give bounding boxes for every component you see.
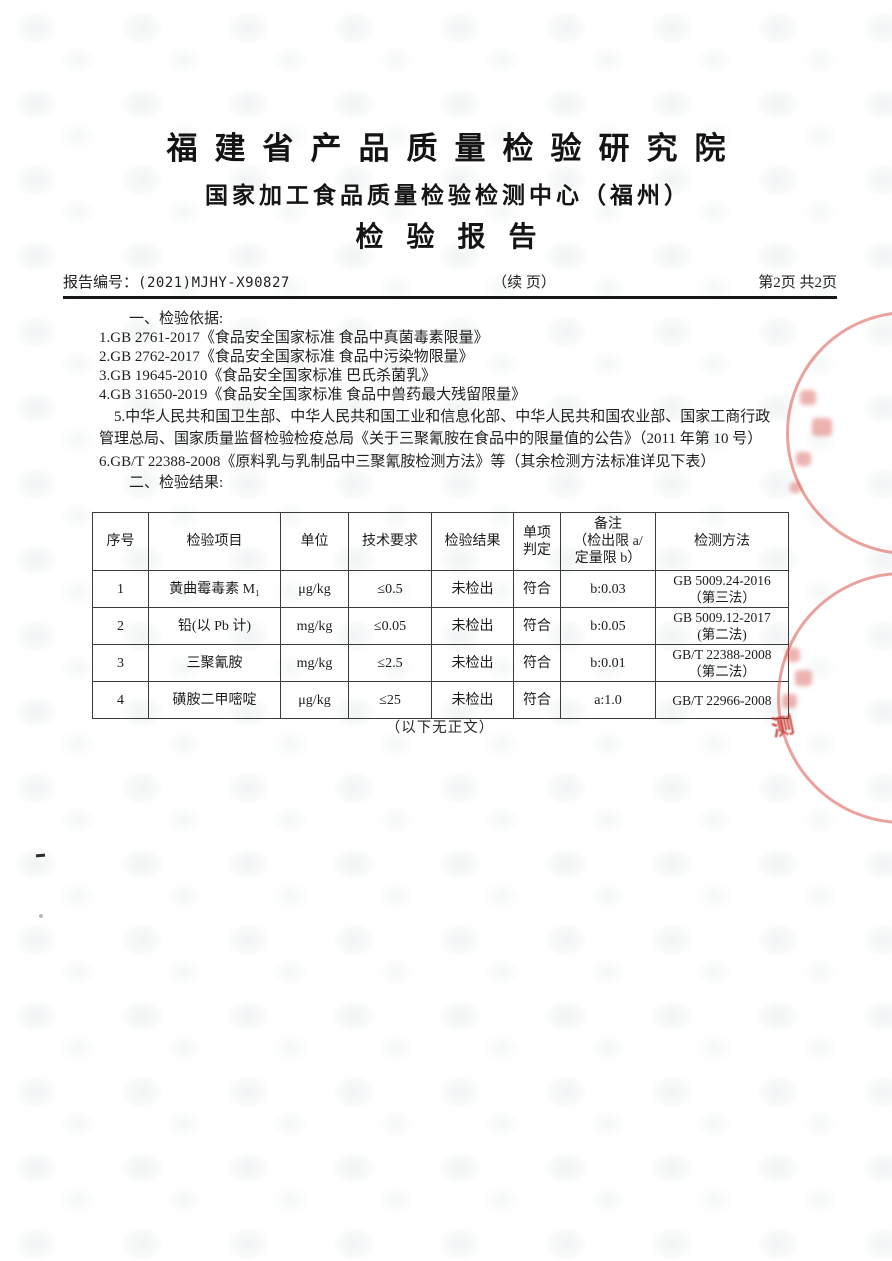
basis-item: 4.GB 31650-2019《食品安全国家标准 食品中兽药最大残留限量》 (99, 387, 527, 403)
cell-item: 黄曲霉毒素 M₁ (148, 570, 281, 608)
col-header-unit: 单位 (280, 512, 349, 571)
report-number: 报告编号：(2021)MJHY-X90827 (63, 273, 290, 293)
cell-judgement: 符合 (513, 681, 561, 719)
basis-item: 1.GB 2761-2017《食品安全国家标准 食品中真菌毒素限量》 (99, 330, 489, 346)
col-header-judgement: 单项 判定 (513, 512, 561, 571)
inspection-basis-section: 一、检验依据: 1.GB 2761-2017《食品安全国家标准 食品中真菌毒素限… (99, 310, 783, 493)
cell-unit: μg/kg (280, 570, 349, 608)
col-header-item: 检验项目 (148, 512, 281, 571)
cell-unit: μg/kg (280, 681, 349, 719)
seal-text-smudge (796, 452, 811, 466)
header-divider-rule (63, 296, 837, 299)
cell-seq: 1 (92, 570, 149, 608)
col-header-result: 检验结果 (431, 512, 514, 571)
cell-result: 未检出 (431, 607, 514, 645)
stray-mark (35, 853, 46, 858)
seal-text-smudge (790, 482, 801, 493)
col-header-method: 检测方法 (655, 512, 789, 571)
official-seal-bottom-icon (777, 572, 892, 824)
table-row: 4 磺胺二甲嘧啶 μg/kg ≤25 未检出 符合 a:1.0 GB/T 229… (92, 681, 789, 719)
cell-item: 三聚氰胺 (148, 644, 281, 682)
cell-judgement: 符合 (513, 570, 561, 608)
report-number-label: 报告编号： (63, 275, 139, 291)
cell-unit: mg/kg (280, 644, 349, 682)
report-number-value: (2021)MJHY-X90827 (138, 275, 290, 291)
page-indicator: 第2页 共2页 (758, 275, 837, 291)
basis-item: 6.GB/T 22388-2008《原料乳与乳制品中三聚氰胺检测方法》等（其余检… (99, 454, 716, 470)
cell-method: GB 5009.24-2016 （第三法） (655, 570, 789, 608)
cell-requirement: ≤25 (348, 681, 432, 719)
seal-text-smudge (800, 390, 816, 405)
cell-method: GB 5009.12-2017 (第二法) (655, 607, 789, 645)
center-subtitle: 国家加工食品质量检验检测中心（福州） (205, 183, 691, 208)
institute-title: 福建省产品质量检验研究院 (166, 131, 743, 166)
cell-remark: b:0.01 (560, 644, 656, 682)
table-header-row: 序号 检验项目 单位 技术要求 检验结果 单项 判定 备注 （检出限 a/ 定量… (92, 512, 789, 571)
cell-requirement: ≤0.5 (348, 570, 432, 608)
continued-page-note: （续 页） (492, 275, 556, 291)
basis-item: 2.GB 2762-2017《食品安全国家标准 食品中污染物限量》 (99, 349, 474, 365)
cell-result: 未检出 (431, 644, 514, 682)
col-header-remark: 备注 （检出限 a/ 定量限 b） (560, 512, 656, 571)
cell-result: 未检出 (431, 681, 514, 719)
report-title: 检验报告 (355, 222, 560, 253)
cell-requirement: ≤0.05 (348, 607, 432, 645)
official-seal-top-icon (786, 311, 892, 555)
cell-seq: 2 (92, 607, 149, 645)
cell-remark: b:0.03 (560, 570, 656, 608)
cell-remark: a:1.0 (560, 681, 656, 719)
basis-heading: 一、检验依据: (129, 311, 224, 327)
basis-item: 5.中华人民共和国卫生部、中华人民共和国工业和信息化部、中华人民共和国农业部、国… (99, 409, 771, 447)
cell-method: GB/T 22388-2008 （第二法） (655, 644, 789, 682)
cell-judgement: 符合 (513, 607, 561, 645)
cell-method: GB/T 22966-2008 (655, 681, 789, 719)
report-meta-row: 报告编号：(2021)MJHY-X90827 （续 页） 第2页 共2页 (63, 273, 837, 293)
cell-seq: 4 (92, 681, 149, 719)
stray-mark (39, 914, 43, 918)
col-header-requirement: 技术要求 (348, 512, 432, 571)
table-row: 2 铅(以 Pb 计) mg/kg ≤0.05 未检出 符合 b:0.05 GB… (92, 607, 789, 645)
table-row: 1 黄曲霉毒素 M₁ μg/kg ≤0.5 未检出 符合 b:0.03 GB 5… (92, 570, 789, 608)
col-header-seq: 序号 (92, 512, 149, 571)
cell-unit: mg/kg (280, 607, 349, 645)
table-row: 3 三聚氰胺 mg/kg ≤2.5 未检出 符合 b:0.01 GB/T 223… (92, 644, 789, 682)
cell-result: 未检出 (431, 570, 514, 608)
results-heading: 二、检验结果: (129, 475, 224, 491)
cell-requirement: ≤2.5 (348, 644, 432, 682)
seal-text-smudge (795, 670, 812, 686)
cell-remark: b:0.05 (560, 607, 656, 645)
cell-judgement: 符合 (513, 644, 561, 682)
results-table: 序号 检验项目 单位 技术要求 检验结果 单项 判定 备注 （检出限 a/ 定量… (92, 512, 789, 719)
no-more-text-note: （以下无正文） (385, 720, 495, 736)
cell-item: 铅(以 Pb 计) (148, 607, 281, 645)
basis-item: 3.GB 19645-2010《食品安全国家标准 巴氏杀菌乳》 (99, 368, 437, 384)
cell-seq: 3 (92, 644, 149, 682)
cell-item: 磺胺二甲嘧啶 (148, 681, 281, 719)
seal-text-smudge (812, 418, 832, 436)
